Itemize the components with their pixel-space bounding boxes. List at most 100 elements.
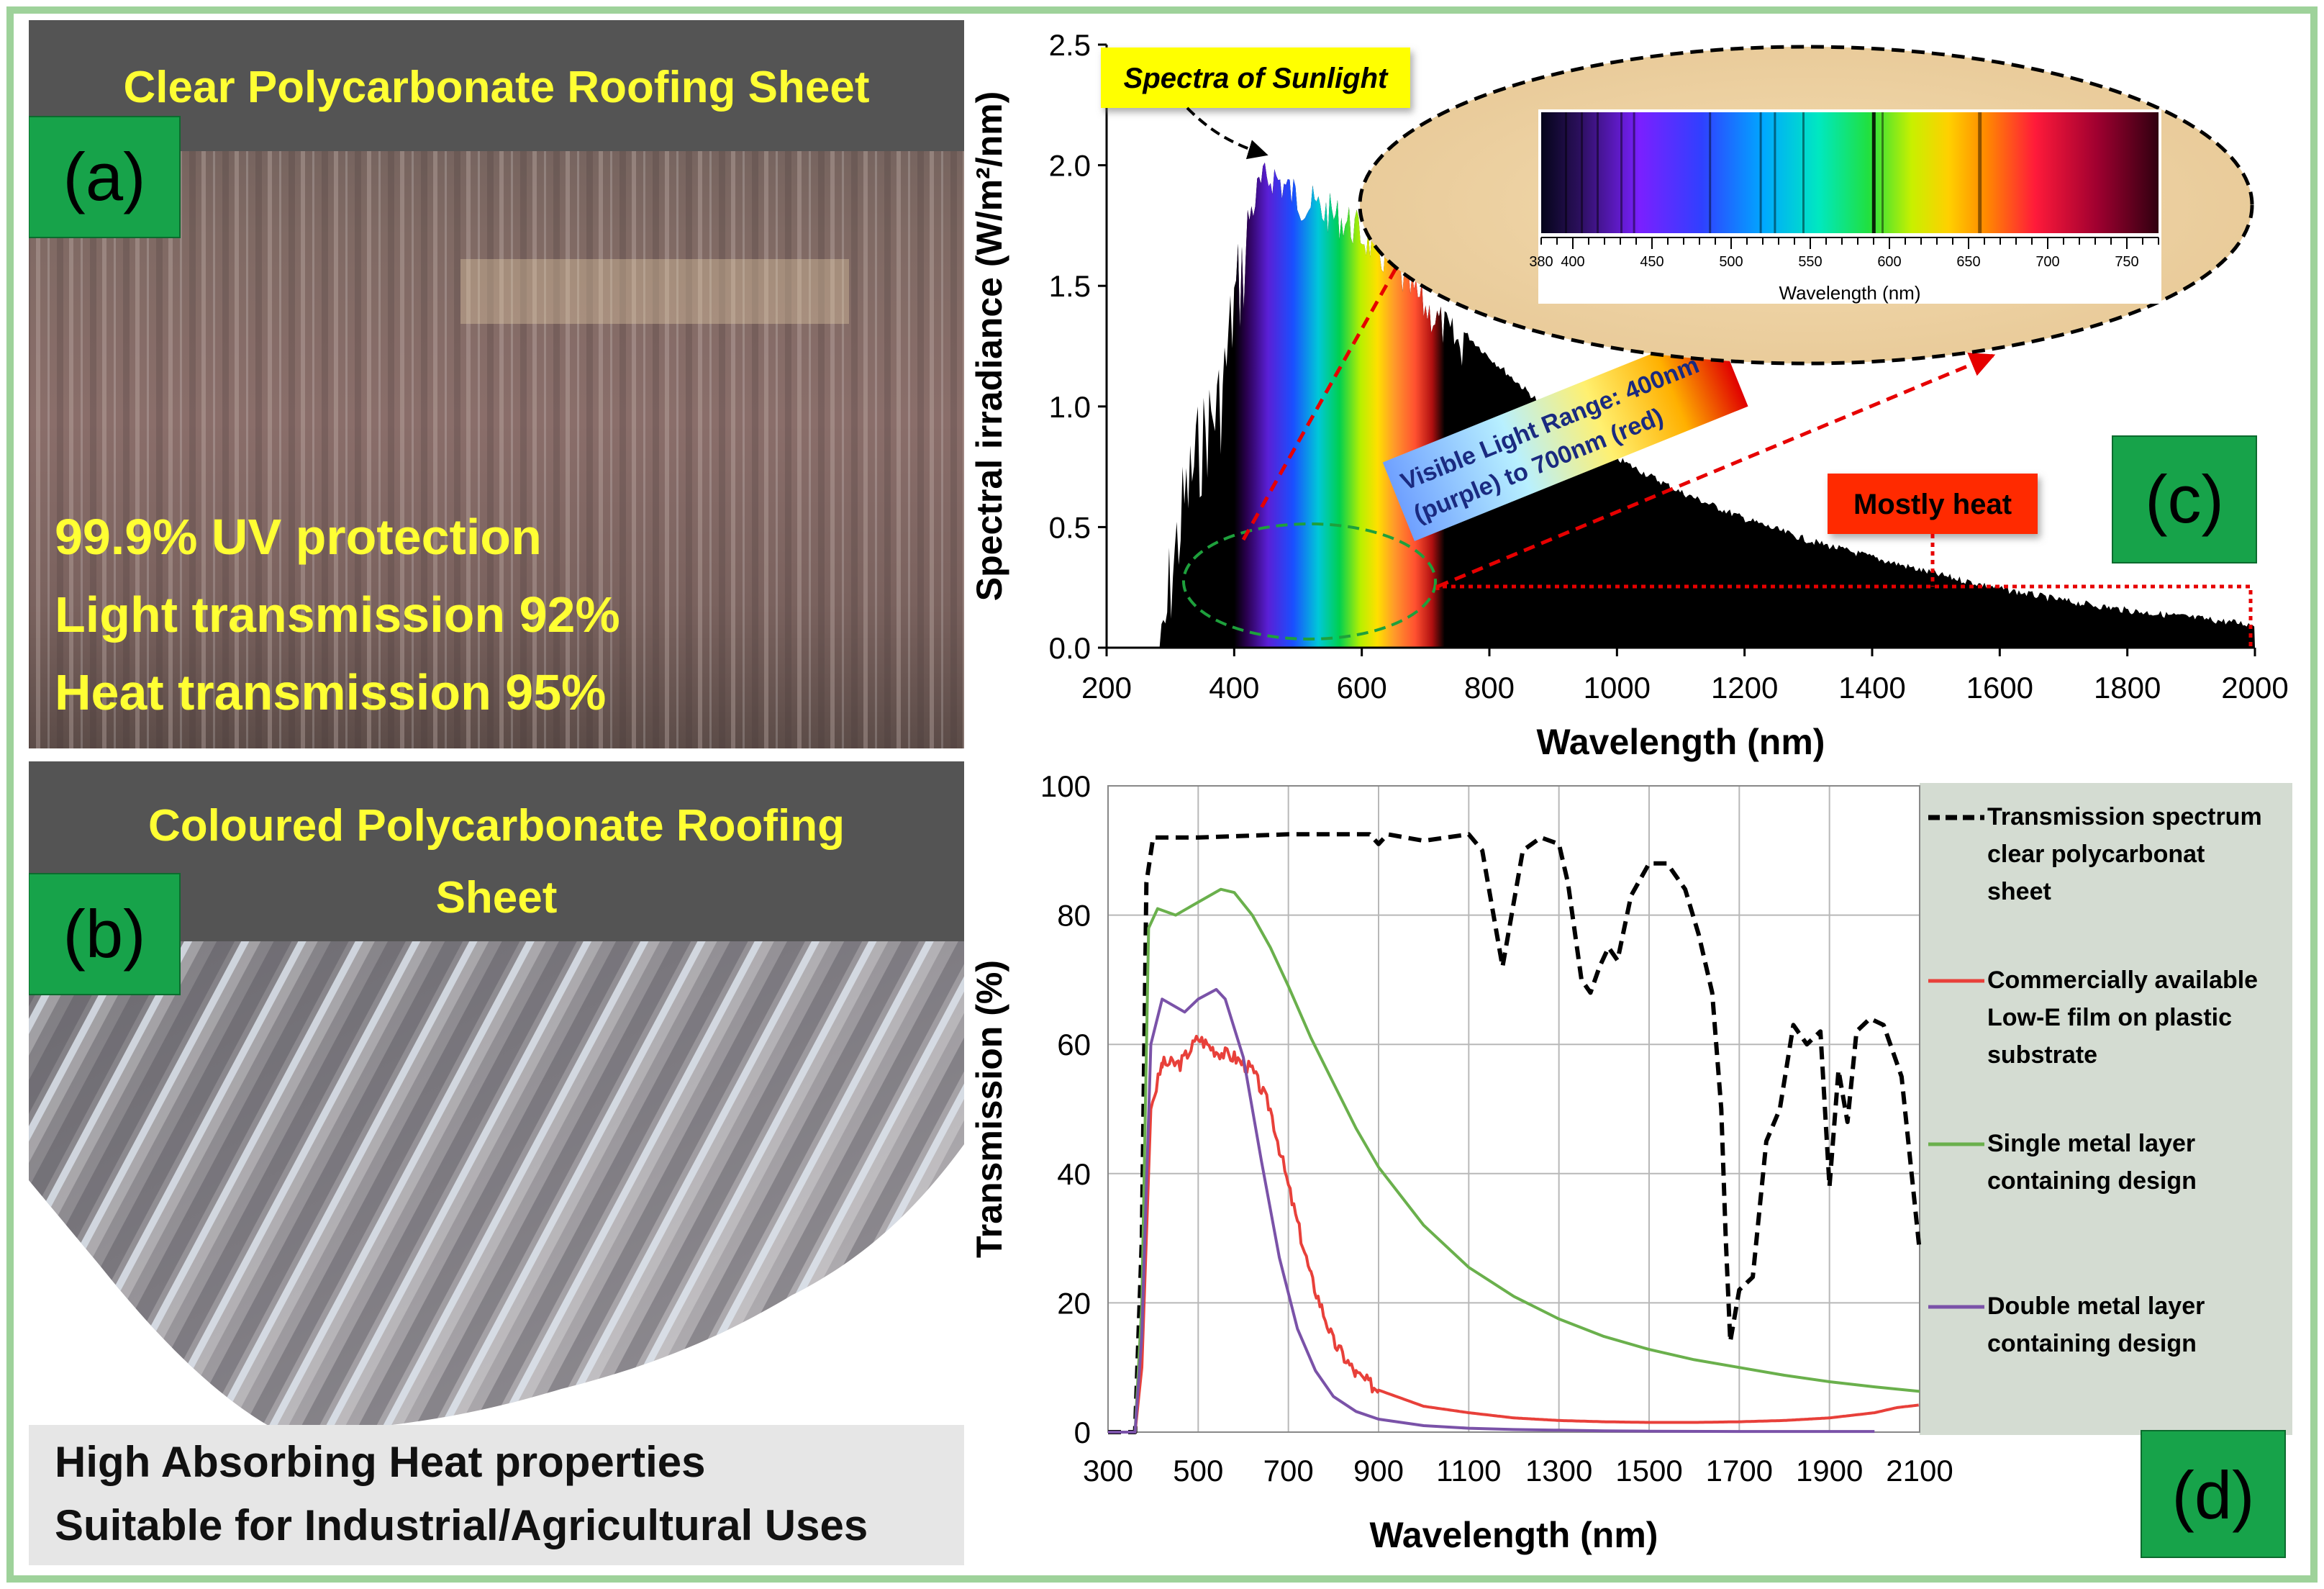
panel-c-x-tick-label: 1600: [1966, 671, 2033, 705]
panel-d-y-tick-label: 60: [1057, 1028, 1091, 1061]
panel-c-inset-absorption-line: [1978, 112, 1982, 233]
panel-c-y-tick-label: 1.5: [1049, 269, 1091, 303]
panel-c-inset-tick-label: 550: [1798, 254, 1822, 270]
panel-b: Coloured Polycarbonate Roofing Sheet (b)…: [29, 761, 964, 1565]
panel-d-label: (d): [2172, 1457, 2255, 1533]
panel-a-feature-uv: 99.9% UV protection: [55, 509, 542, 565]
panel-c-inset-tick-label: 650: [1956, 254, 1980, 270]
panel-c-y-axis-label: Spectral irradiance (W/m²/nm): [969, 91, 1009, 602]
panel-d-x-tick-label: 700: [1263, 1454, 1314, 1488]
panel-a-photo-highlight: [460, 259, 849, 324]
panel-c-sunlight-box: [1101, 47, 1410, 108]
panel-c-sunlight-label: Spectra of Sunlight: [1124, 63, 1389, 94]
panel-a-title-bar: [29, 20, 964, 151]
panel-d-legend-text-1: substrate: [1987, 1041, 2097, 1069]
panel-c-x-tick-label: 1800: [2094, 671, 2161, 705]
panel-d-y-tick-label: 100: [1040, 769, 1091, 803]
panel-c-x-tick-label: 2000: [2221, 671, 2288, 705]
panel-a-title: Clear Polycarbonate Roofing Sheet: [124, 63, 870, 112]
panel-c-y-tick-label: 1.0: [1049, 390, 1091, 424]
panel-d-x-tick-label: 900: [1353, 1454, 1404, 1488]
panel-c-label: (c): [2145, 461, 2224, 537]
panel-c-x-axis-label: Wavelength (nm): [1537, 722, 1825, 762]
panel-c-inset-absorption-line: [1620, 112, 1622, 233]
panel-c-inset-tick-label: 700: [2035, 254, 2059, 270]
panel-c-inset-absorption-line: [1709, 112, 1712, 233]
panel-d-legend-text-0: Transmission spectrum: [1987, 803, 2262, 830]
panel-c-inset-tick-label: 450: [1640, 254, 1663, 270]
panel-a: Clear Polycarbonate Roofing Sheet (a) 99…: [29, 20, 964, 748]
panel-c-inset: 380 400 450 500 550 600 650 700 750 Wavelength (…: [1358, 45, 2254, 366]
panel-c-inset-absorption-line: [1774, 112, 1776, 233]
panel-b-label: (b): [63, 896, 146, 972]
panel-d-series-line-3: [1108, 987, 1875, 1434]
panel-b-feature-absorb: High Absorbing Heat properties: [55, 1438, 706, 1486]
panel-c-visible-ribbon-fill: [1382, 327, 1748, 541]
panel-b-title-line2: Sheet: [436, 873, 558, 923]
panel-a-label-box: [29, 116, 181, 238]
panel-c-inset-absorption-line: [1802, 112, 1805, 233]
panel-d-x-tick-label: 1100: [1436, 1454, 1501, 1488]
panel-c-inset-tick-label: 600: [1877, 254, 1901, 270]
panel-d-axes: 300 500 700 900 1100 1300 1500 1700 1900 2100 0 20 4…: [969, 769, 1953, 1555]
panel-d-series-line-1: [1108, 1034, 1919, 1434]
panel-c-heat-bracket: [1435, 584, 2253, 648]
panel-c-x-tick-label: 800: [1464, 671, 1515, 705]
panel-c-chart: 200 400 600 800 1000 1200 1400 1600 1800 2000 0.0 0…: [969, 28, 2289, 762]
panel-c-y-tick-label: 0.5: [1049, 510, 1091, 544]
panel-b-sheet-corrugation: [29, 936, 964, 1429]
panel-d-series-line-0: [1108, 832, 1922, 1434]
panel-b-feature-uses: Suitable for Industrial/Agricultural Use…: [55, 1501, 868, 1549]
panel-d-legend-text-3: Double metal layer: [1987, 1293, 2205, 1320]
panel-c-x-tick-label: 1000: [1584, 671, 1651, 705]
panel-c-inset-absorption-line: [1871, 112, 1876, 233]
panel-d-y-axis-label: Transmission (%): [969, 960, 1009, 1258]
panel-c-heat-label: Mostly heat: [1853, 489, 2012, 520]
panel-d-x-tick-label: 2100: [1886, 1454, 1953, 1488]
panel-c-label-box: [2112, 435, 2257, 563]
panel-c-inset-absorption-line: [1633, 112, 1635, 233]
panel-d-legend: Transmission spectrum clear polycarbonat s…: [1928, 803, 2262, 1357]
panel-c-inset-ticks: 380 400 450 500 550 600 650 700 750: [1529, 237, 2159, 270]
panel-c-inset-tick-label: 380: [1529, 254, 1553, 270]
panel-c-x-tick-label: 600: [1337, 671, 1387, 705]
panel-d-legend-text-3: containing design: [1987, 1330, 2197, 1357]
panel-c-inset-spectrum-band: [1541, 112, 2159, 233]
panel-b-title-bar: [29, 761, 964, 941]
panel-d-x-tick-label: 1500: [1615, 1454, 1682, 1488]
panel-c-inset-tick-label: 400: [1561, 254, 1584, 270]
panel-c-sunlight-arrow: [1186, 107, 1268, 160]
panel-d-x-tick-label: 300: [1083, 1454, 1133, 1488]
panel-d-plot-frame: [1107, 785, 1920, 1433]
panel-c-x-tick-label: 1200: [1711, 671, 1778, 705]
panel-c-inset-absorption-line: [1759, 112, 1762, 233]
panel-d-y-tick-label: 0: [1074, 1416, 1091, 1449]
panel-d-y-tick-label: 20: [1057, 1286, 1091, 1320]
panel-d-x-axis-label: Wavelength (nm): [1370, 1515, 1658, 1555]
panel-b-features-box: [29, 1425, 964, 1565]
panel-d-series-line-2: [1108, 887, 1920, 1434]
panel-a-feature-heat: Heat transmission 95%: [55, 664, 606, 720]
panel-c-x-tick-label: 200: [1081, 671, 1132, 705]
panel-c-inset-absorption-line: [1882, 112, 1884, 233]
panel-c-arrow-to-inset-right: [1437, 352, 1996, 589]
panel-d-x-tick-label: 1900: [1796, 1454, 1863, 1488]
panel-d-legend-text-2: Single metal layer: [1987, 1130, 2195, 1157]
panel-c-x-tick-label: 400: [1209, 671, 1259, 705]
panel-c-x-tick-label: 1400: [1838, 671, 1905, 705]
panel-d-legend-text-1: Commercially available: [1987, 966, 2258, 994]
panel-c-y-tick-label: 2.0: [1049, 149, 1091, 183]
panel-d-y-tick-label: 80: [1057, 899, 1091, 933]
panel-d-legend-text-1: Low-E film on plastic: [1987, 1004, 2232, 1031]
panel-c-inset-absorption-lines: [1565, 112, 1982, 233]
panel-d-chart: 300 500 700 900 1100 1300 1500 1700 1900 2100 0 20 4…: [969, 769, 2292, 1558]
panel-d-x-tick-label: 500: [1173, 1454, 1223, 1488]
panel-d-x-tick-label: 1300: [1525, 1454, 1592, 1488]
panel-d-y-tick-label: 40: [1057, 1157, 1091, 1191]
panel-c-y-tick-label: 2.5: [1049, 28, 1091, 62]
panel-c-inset-tick-label: 750: [2115, 254, 2138, 270]
panel-c-visible-ellipse: [1182, 522, 1437, 640]
panel-c-inset-tick-label: 500: [1719, 254, 1743, 270]
